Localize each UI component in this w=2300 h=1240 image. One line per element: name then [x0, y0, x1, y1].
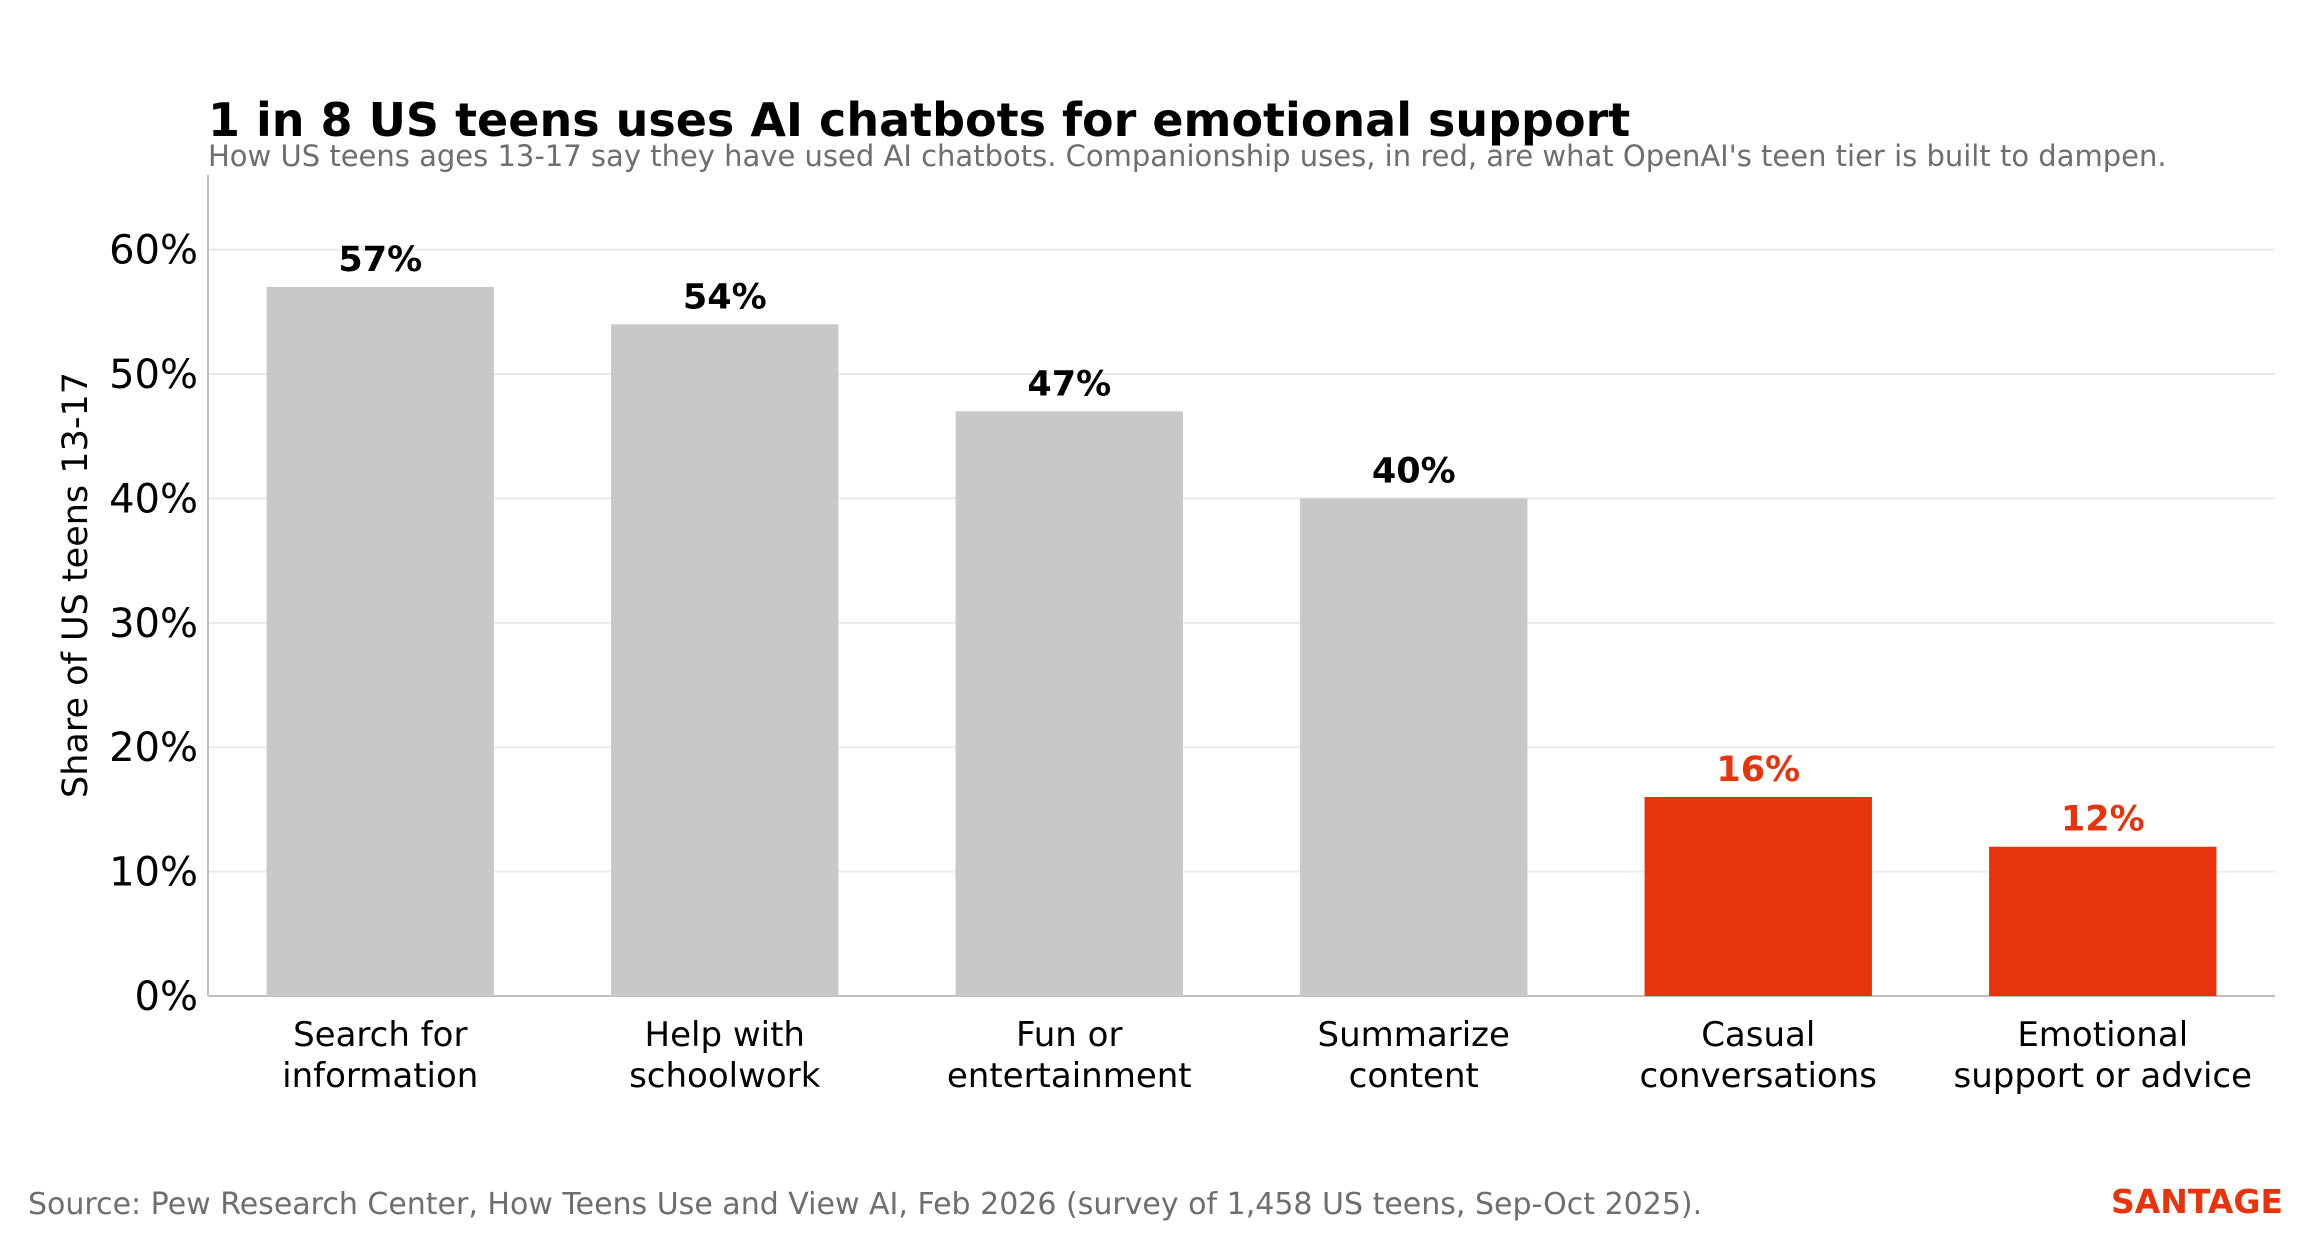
gridlines [208, 248, 2275, 873]
x-tick-label: Casual conversations [1640, 1015, 1877, 1096]
data-label: 57% [338, 240, 422, 280]
y-tick-label: 10% [109, 850, 198, 896]
x-tick-label: Search for information [282, 1015, 478, 1096]
chart-title: 1 in 8 US teens uses AI chatbots for emo… [208, 93, 1630, 147]
y-tick-label: 50% [109, 352, 198, 398]
x-tick-label: Fun or entertainment [947, 1015, 1192, 1096]
data-labels: 57% 54% 47% 40% 16% 12% [338, 240, 2144, 840]
x-tick-label: Emotional support or advice [1953, 1015, 2252, 1096]
data-label: 54% [683, 277, 767, 317]
bar [1989, 846, 2217, 996]
y-tick-labels: 0% 10% 20% 30% 40% 50% 60% [109, 228, 198, 1020]
x-tick-label: Summarize content [1318, 1015, 1510, 1096]
y-tick-label: 20% [109, 725, 198, 771]
y-tick-label: 0% [135, 974, 198, 1020]
data-label: 47% [1027, 364, 1111, 404]
data-label: 40% [1372, 451, 1456, 491]
bar [1644, 796, 1872, 996]
data-label: 12% [2061, 800, 2145, 840]
axes [207, 175, 2275, 997]
y-tick-label: 60% [109, 228, 198, 274]
category-labels: Search for information Help with schoolwork… [282, 1015, 2252, 1096]
bar [611, 324, 839, 997]
source-note: Source: Pew Research Center, How Teens U… [28, 1187, 1702, 1222]
x-tick-label: Help with schoolwork [629, 1015, 821, 1096]
y-tick-label: 30% [109, 601, 198, 647]
bar [266, 286, 494, 996]
bar [1300, 498, 1528, 996]
y-axis-label: Share of US teens 13-17 [56, 372, 96, 798]
bars [266, 286, 2217, 997]
y-tick-label: 40% [109, 476, 198, 522]
data-label: 16% [1716, 750, 1800, 790]
chart-subtitle: How US teens ages 13-17 say they have us… [208, 139, 2167, 173]
brand-logo: SANTAGE [2111, 1182, 2283, 1221]
bar [955, 411, 1183, 996]
